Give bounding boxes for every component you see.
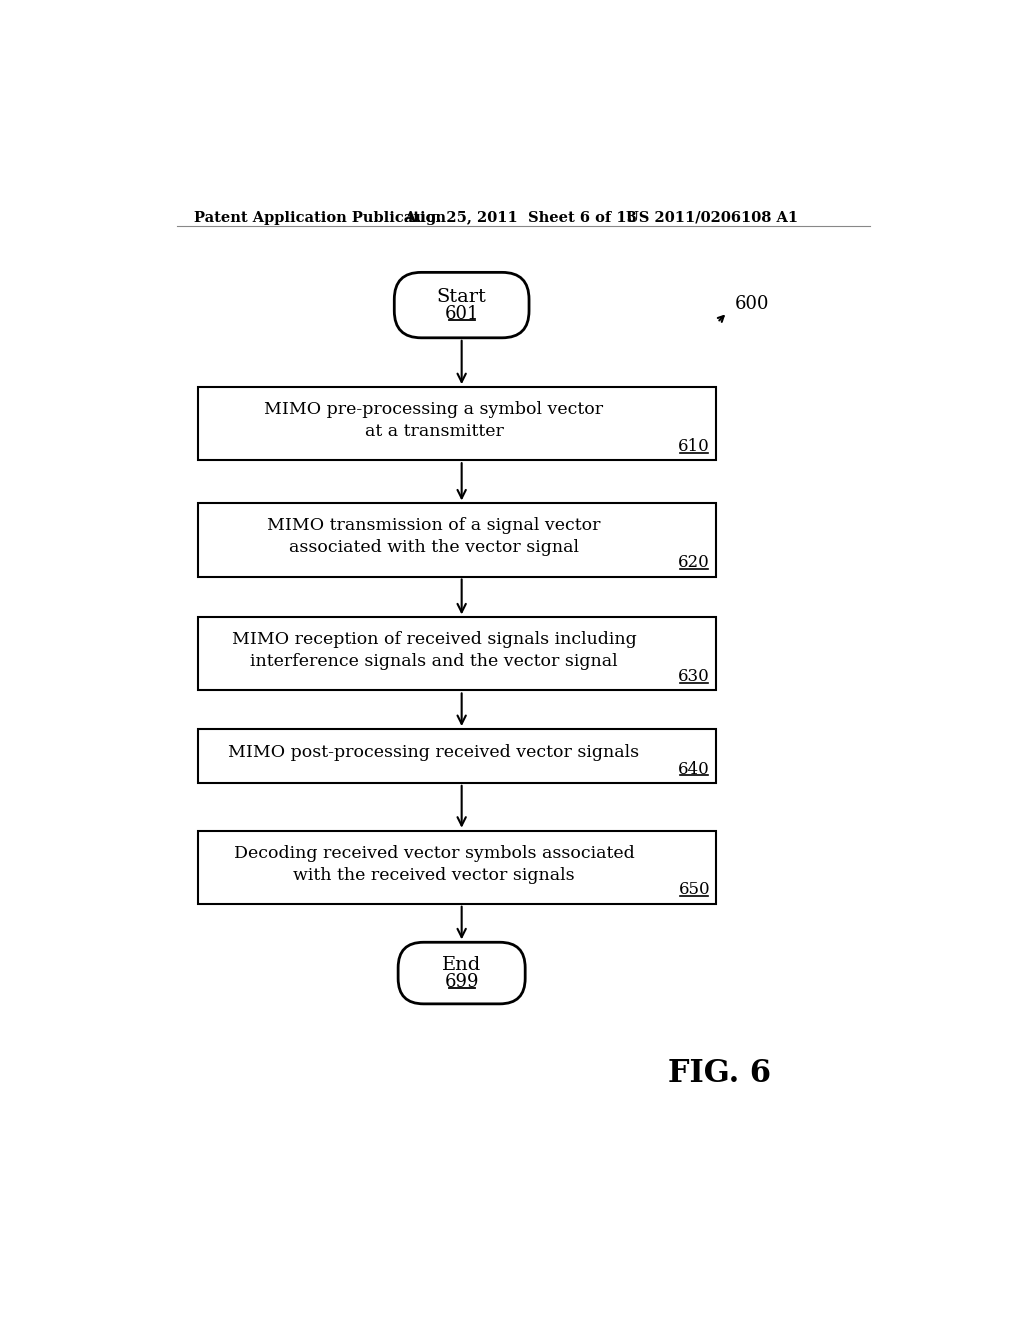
Text: 610: 610 xyxy=(678,438,710,455)
Text: 630: 630 xyxy=(678,668,710,685)
FancyBboxPatch shape xyxy=(199,503,716,577)
Text: MIMO pre-processing a symbol vector
at a transmitter: MIMO pre-processing a symbol vector at a… xyxy=(264,401,603,440)
Text: 699: 699 xyxy=(444,973,479,991)
Text: MIMO reception of received signals including
interference signals and the vector: MIMO reception of received signals inclu… xyxy=(231,631,636,671)
Text: FIG. 6: FIG. 6 xyxy=(668,1057,771,1089)
FancyBboxPatch shape xyxy=(199,387,716,461)
Text: 650: 650 xyxy=(678,882,710,899)
Text: US 2011/0206108 A1: US 2011/0206108 A1 xyxy=(626,211,798,224)
FancyBboxPatch shape xyxy=(199,830,716,904)
FancyBboxPatch shape xyxy=(398,942,525,1003)
Text: Start: Start xyxy=(436,288,486,306)
Text: Aug. 25, 2011  Sheet 6 of 13: Aug. 25, 2011 Sheet 6 of 13 xyxy=(403,211,637,224)
Text: 640: 640 xyxy=(678,760,710,777)
Text: 620: 620 xyxy=(678,554,710,572)
Text: Patent Application Publication: Patent Application Publication xyxy=(195,211,446,224)
FancyBboxPatch shape xyxy=(394,272,529,338)
FancyBboxPatch shape xyxy=(199,729,716,783)
Text: End: End xyxy=(442,956,481,974)
Text: MIMO transmission of a signal vector
associated with the vector signal: MIMO transmission of a signal vector ass… xyxy=(267,517,601,557)
Text: 601: 601 xyxy=(444,305,479,323)
FancyBboxPatch shape xyxy=(199,618,716,690)
Text: 600: 600 xyxy=(735,296,769,313)
Text: MIMO post-processing received vector signals: MIMO post-processing received vector sig… xyxy=(228,744,640,762)
Text: Decoding received vector symbols associated
with the received vector signals: Decoding received vector symbols associa… xyxy=(233,845,634,883)
